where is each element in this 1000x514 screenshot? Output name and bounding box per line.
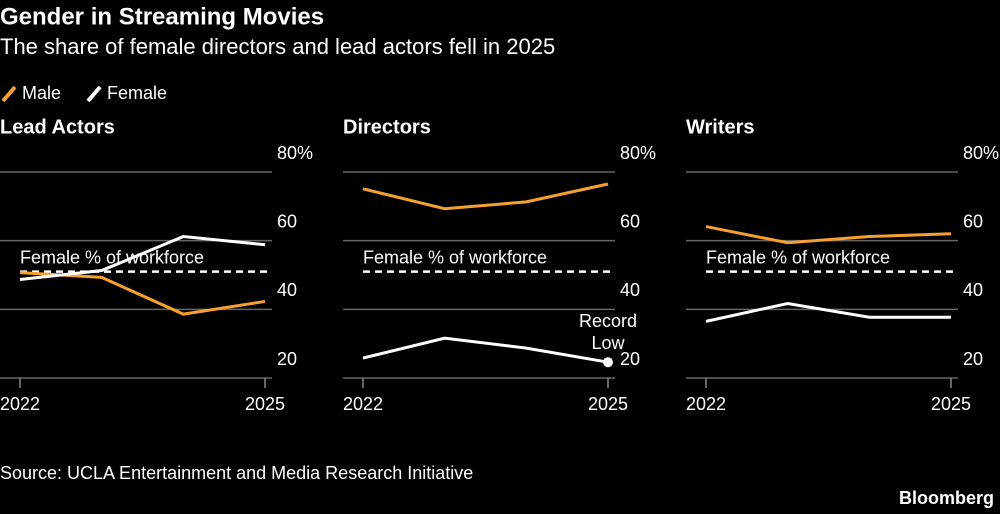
chart-title: Gender in Streaming Movies [0,3,324,30]
chart-subtitle: The share of female directors and lead a… [0,34,555,59]
series-line [705,225,952,245]
y-tick-label: 40 [620,280,640,300]
reference-label: Female % of workforce [363,247,547,267]
series-line [705,301,951,323]
y-tick-label: 60 [277,211,297,231]
y-tick-label: 40 [963,280,983,300]
y-tick-label: 80% [620,143,656,163]
y-tick-label: 80% [277,143,313,163]
panel-title: Directors [343,116,431,138]
x-tick-label: 2025 [588,394,628,414]
panel-title: Lead Actors [0,116,115,138]
x-tick-label: 2022 [0,394,40,414]
x-tick-label: 2022 [343,394,383,414]
legend-swatch [1,85,17,103]
legend-label: Female [107,83,167,103]
panel-title: Writers [686,116,755,138]
annotation: Low [591,333,625,353]
legend-label: Male [22,83,61,103]
y-tick-label: 20 [963,349,983,369]
x-tick-label: 2025 [245,394,285,414]
series-line [19,235,266,281]
series-line [362,182,609,211]
y-tick-label: 20 [277,349,297,369]
series-line [362,336,609,364]
series-line [19,271,266,316]
y-tick-label: 60 [963,211,983,231]
y-tick-label: 80% [963,143,999,163]
y-tick-label: 40 [277,280,297,300]
legend-swatch [86,85,102,103]
brand: Bloomberg [899,488,994,508]
source: Source: UCLA Entertainment and Media Res… [0,463,473,483]
reference-label: Female % of workforce [706,247,890,267]
x-tick-label: 2022 [686,394,726,414]
y-tick-label: 20 [620,349,640,369]
annotation-dot [603,357,613,368]
reference-label: Female % of workforce [20,247,204,267]
x-tick-label: 2025 [931,394,971,414]
y-tick-label: 60 [620,211,640,231]
annotation: Record [579,311,637,331]
